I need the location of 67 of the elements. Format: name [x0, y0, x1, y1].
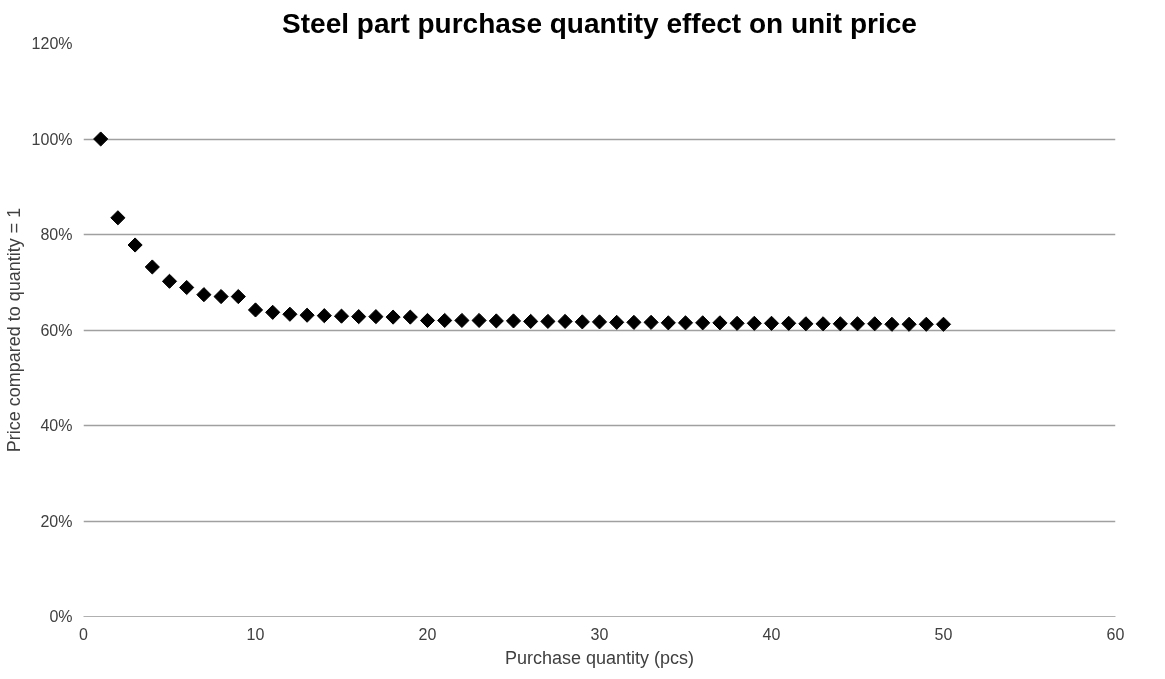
point: [591, 314, 608, 330]
point: [557, 313, 573, 329]
y-tick-label: 80%: [40, 226, 73, 243]
point: [918, 316, 934, 332]
point: [437, 312, 453, 329]
y-tick-label: 40%: [40, 417, 73, 434]
point: [299, 307, 315, 323]
x-tick-label: 50: [934, 625, 953, 643]
point: [626, 314, 642, 330]
point: [505, 313, 522, 329]
point: [265, 304, 281, 320]
y-tick-label: 100%: [31, 130, 73, 148]
point: [196, 287, 212, 303]
y-tick-label: 120%: [31, 35, 73, 52]
point: [179, 279, 195, 296]
point: [901, 316, 917, 332]
point: [746, 315, 762, 331]
x-tick-label: 0: [79, 625, 89, 643]
point: [523, 313, 539, 329]
y-tick-label: 0%: [49, 608, 73, 625]
point: [781, 315, 797, 331]
point: [798, 316, 814, 332]
x-axis-title: Purchase quantity (pcs): [504, 647, 695, 668]
x-tick-label: 10: [246, 625, 265, 643]
point: [815, 316, 831, 332]
point: [316, 308, 332, 324]
point: [282, 306, 298, 322]
point: [385, 309, 401, 325]
y-tick-label: 60%: [40, 321, 73, 339]
point: [540, 313, 556, 329]
point: [643, 314, 659, 330]
point: [161, 273, 178, 289]
point: [213, 289, 229, 305]
point: [402, 309, 418, 325]
x-tick-label: 60: [1106, 625, 1125, 643]
point: [867, 316, 883, 332]
point: [763, 315, 780, 331]
point: [609, 314, 625, 330]
point: [935, 316, 952, 332]
point: [247, 302, 264, 318]
point: [729, 315, 745, 331]
point: [660, 315, 676, 331]
point: [677, 315, 694, 331]
point: [849, 316, 866, 332]
point: [832, 316, 848, 332]
y-axis-title: Price compared to quantity = 1: [3, 207, 24, 453]
point: [110, 210, 126, 226]
point: [471, 312, 487, 329]
point: [368, 309, 384, 325]
x-tick-label: 40: [762, 625, 781, 643]
point: [454, 312, 470, 329]
point: [351, 309, 367, 325]
point: [144, 259, 160, 275]
y-tick-label: 20%: [40, 512, 73, 530]
point: [695, 315, 711, 331]
point: [574, 314, 590, 330]
chart-title: Steel part purchase quantity effect on unit price: [282, 7, 917, 39]
point: [488, 313, 504, 329]
point: [419, 312, 436, 329]
x-tick-label: 30: [590, 625, 609, 643]
point: [333, 308, 350, 324]
point: [230, 289, 246, 305]
point: [712, 315, 728, 331]
point: [127, 237, 143, 253]
point: [93, 131, 109, 147]
x-tick-label: 20: [418, 625, 437, 643]
point: [884, 316, 900, 332]
